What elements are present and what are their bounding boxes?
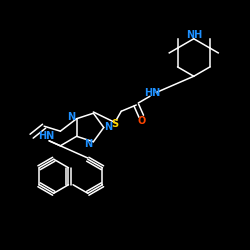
Text: N: N — [84, 139, 92, 149]
Text: HN: HN — [38, 131, 54, 141]
Text: HN: HN — [144, 88, 160, 98]
Text: O: O — [137, 116, 145, 126]
Text: N: N — [67, 112, 75, 122]
Text: S: S — [111, 119, 118, 129]
Text: NH: NH — [186, 30, 202, 40]
Text: N: N — [104, 122, 112, 132]
